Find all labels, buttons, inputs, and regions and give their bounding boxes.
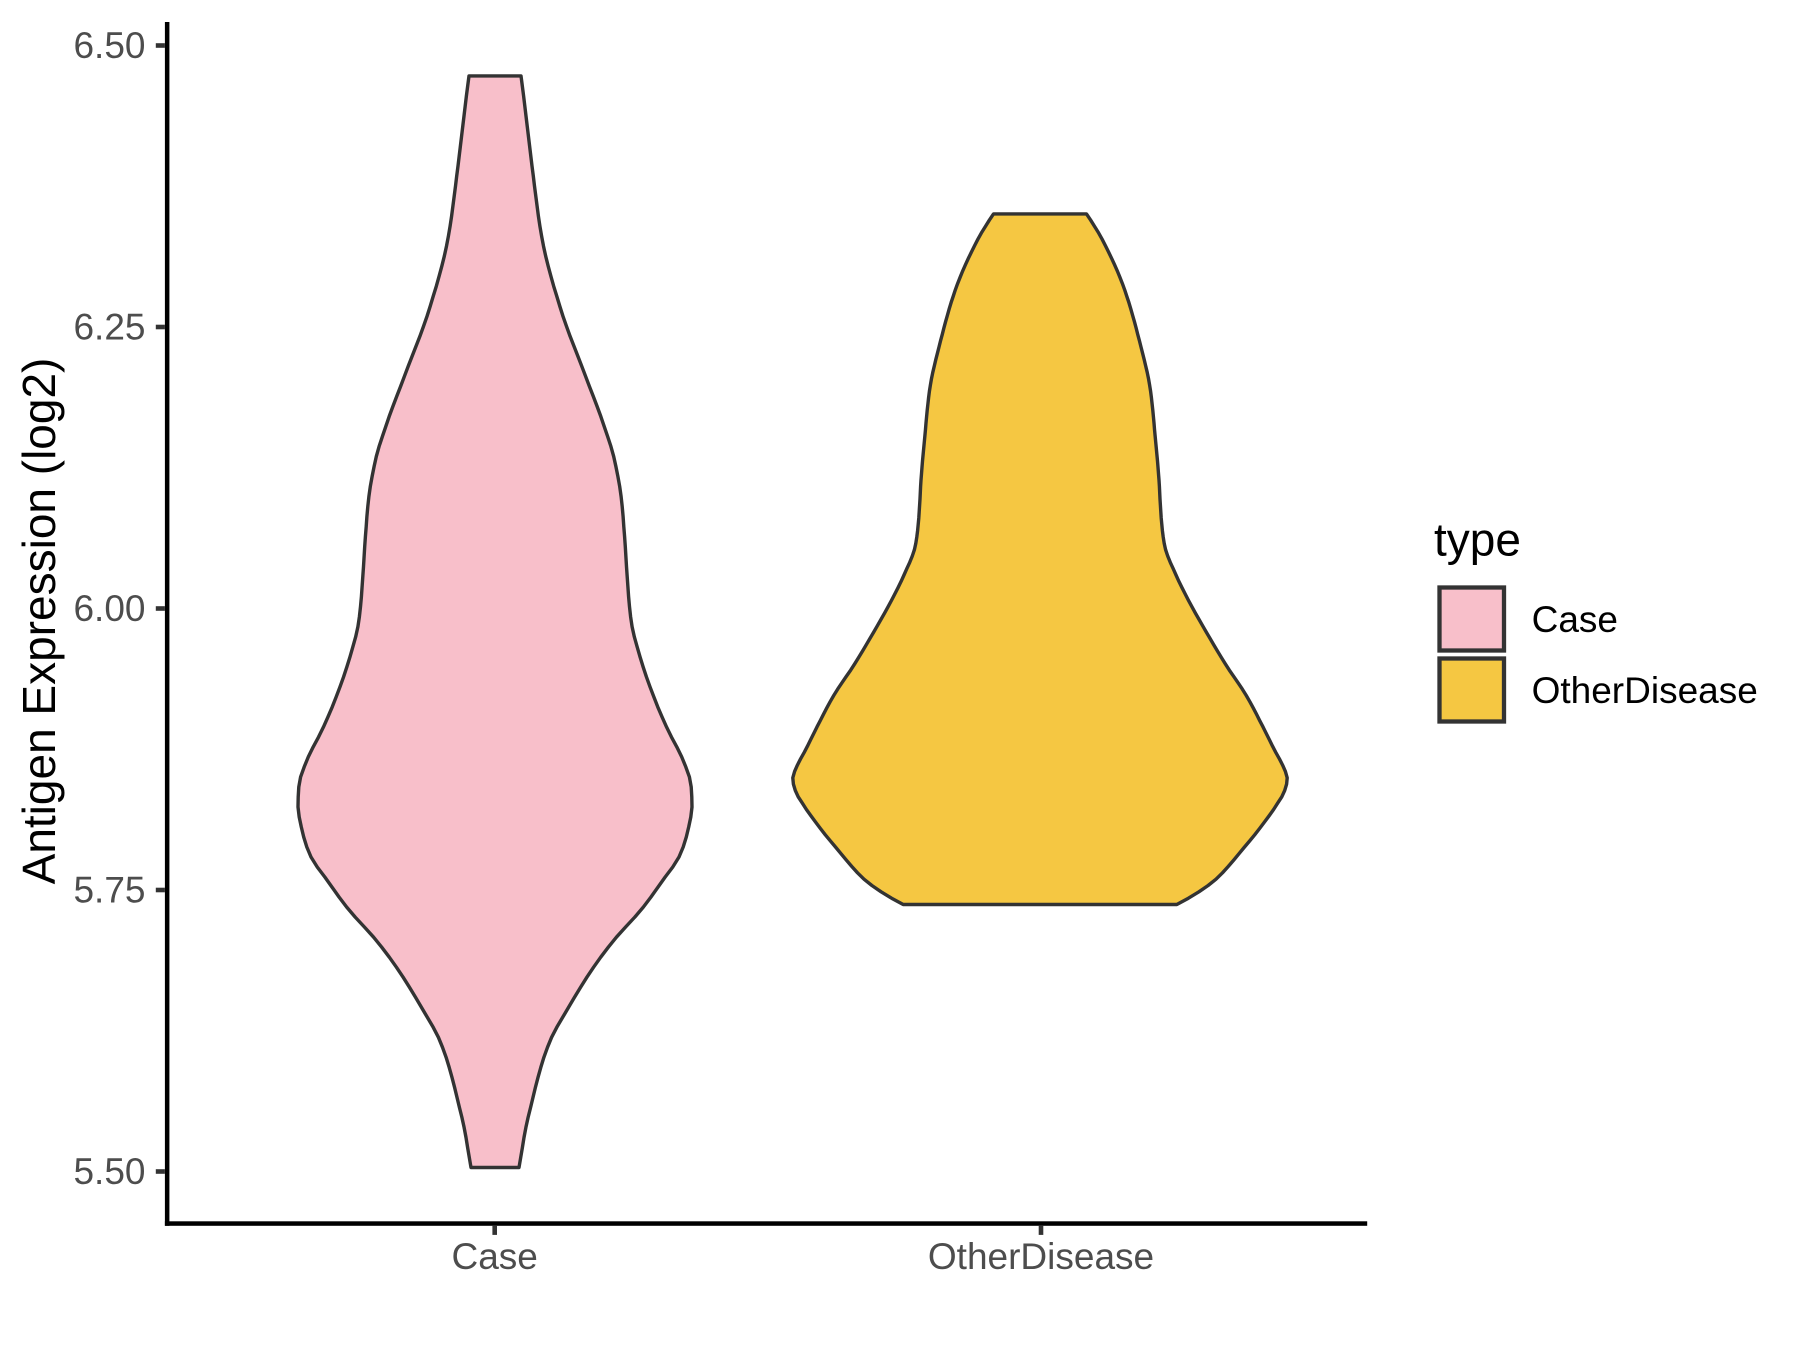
- svg-text:5.75: 5.75: [73, 870, 145, 911]
- svg-text:6.50: 6.50: [73, 25, 145, 66]
- svg-text:type: type: [1434, 514, 1521, 566]
- svg-text:Case: Case: [452, 1236, 538, 1277]
- svg-text:OtherDisease: OtherDisease: [928, 1236, 1154, 1277]
- svg-text:5.50: 5.50: [73, 1151, 145, 1192]
- svg-text:6.25: 6.25: [73, 307, 145, 348]
- svg-text:OtherDisease: OtherDisease: [1532, 670, 1758, 711]
- svg-text:6.00: 6.00: [73, 588, 145, 629]
- svg-text:Case: Case: [1532, 599, 1618, 640]
- svg-text:Antigen Expression (log2): Antigen Expression (log2): [13, 358, 65, 885]
